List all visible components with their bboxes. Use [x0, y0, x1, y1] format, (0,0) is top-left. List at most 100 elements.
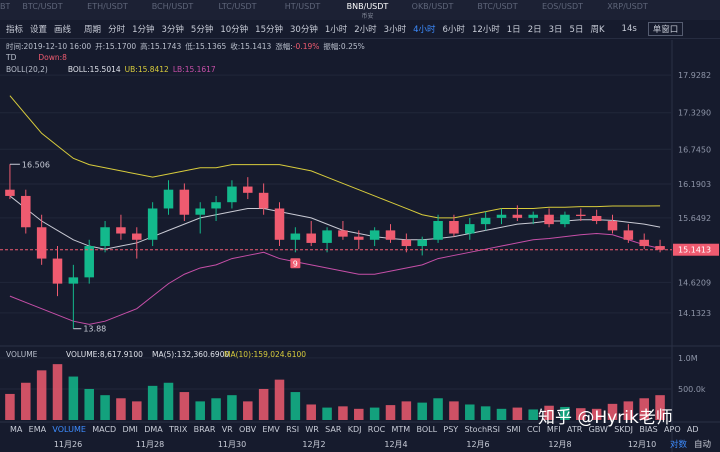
y-tick-label: 17.3290 [678, 109, 711, 118]
indicator-tab[interactable]: SKDJ [614, 425, 634, 434]
candle-body [607, 220, 618, 231]
pair-tab[interactable]: EOS/USDT [530, 0, 595, 20]
pair-tab[interactable]: HT/USDT [270, 0, 335, 20]
indicator-tab[interactable]: VR [221, 425, 233, 434]
candle-body [100, 227, 110, 247]
period-button[interactable]: 3分钟 [161, 25, 184, 35]
indicator-tab[interactable]: GBW [588, 425, 608, 434]
period-button[interactable]: 30分钟 [290, 25, 318, 35]
volume-bar [163, 382, 174, 420]
candle-body [449, 220, 459, 234]
indicator-tab[interactable]: ROC [367, 425, 386, 434]
boll-ub: UB:15.8412 [124, 65, 169, 74]
indicator-tab[interactable]: CCI [526, 425, 541, 434]
period-button[interactable]: 15分钟 [255, 25, 283, 35]
period-button[interactable]: 1日 [506, 25, 521, 35]
td-marker-label: 9 [293, 259, 298, 268]
indicator-tab[interactable]: WR [305, 425, 319, 434]
indicator-tab[interactable]: EMA [28, 425, 47, 434]
indicator-tab[interactable]: MTM [391, 425, 411, 434]
boll-line [9, 95, 661, 219]
pair-tab[interactable]: OKB/USDT [400, 0, 465, 20]
indicator-tab[interactable]: VOLUME [52, 425, 86, 434]
indicator-tab[interactable]: AD [686, 425, 699, 434]
window-select[interactable]: 单窗口 [647, 22, 684, 36]
volume-bar [465, 404, 475, 420]
pair-tab[interactable]: ETH/USDT [75, 0, 140, 20]
indicator-tab[interactable]: BRAR [193, 425, 216, 434]
indicator-tab[interactable]: EMV [262, 425, 280, 434]
settings-button[interactable]: 设置 [30, 25, 48, 35]
indicator-tab[interactable]: BIAS [639, 425, 658, 434]
indicator-tab[interactable]: SAR [325, 425, 342, 434]
x-tick-label: 11月26 [54, 440, 82, 449]
volume-bar [258, 388, 269, 420]
volume-bar [100, 395, 110, 420]
td-name: TD [6, 53, 17, 62]
pair-tab[interactable]: BCH/USDT [140, 0, 205, 20]
period-button[interactable]: 2日 [527, 25, 542, 35]
info-change: -0.19% [292, 42, 320, 51]
pair-tab[interactable]: LTC/USDT [205, 0, 270, 20]
volume-bar [338, 406, 348, 420]
info-low: 低:15.1365 [185, 42, 227, 51]
indicator-tab[interactable]: MACD [92, 425, 117, 434]
indicator-tab[interactable]: OBV [239, 425, 257, 434]
period-button[interactable]: 5分钟 [190, 25, 214, 35]
indicator-tab[interactable]: MFI [546, 425, 561, 434]
indicator-tab[interactable]: BOLL [416, 425, 438, 434]
period-button[interactable]: 10分钟 [220, 25, 249, 35]
candle-body [417, 239, 427, 247]
period-button[interactable]: 2小时 [354, 25, 377, 35]
y-tick-label: 17.9282 [678, 71, 711, 80]
period-button[interactable]: 4小时 [413, 25, 436, 35]
period-button[interactable]: 12小时 [471, 25, 500, 35]
pair-tab[interactable]: XRP/USDT [595, 0, 660, 20]
candle-body [306, 233, 316, 243]
period-button[interactable]: 1小时 [324, 25, 348, 35]
indicator-button[interactable]: 指标 [6, 25, 24, 35]
volume-bar [274, 379, 285, 420]
volume-bar [385, 405, 396, 420]
pair-sub: 币安 [361, 13, 374, 20]
indicator-tab[interactable]: KDJ [347, 425, 362, 434]
period-button[interactable]: 5日 [569, 25, 584, 35]
indicator-tab[interactable]: TRIX [169, 425, 188, 434]
indicator-tab[interactable]: DMA [144, 425, 163, 434]
period-button[interactable]: 分时 [108, 25, 126, 35]
volume-bar [84, 388, 94, 420]
draw-button[interactable]: 画线 [54, 25, 72, 35]
volume-bar [52, 364, 63, 420]
indicator-tab[interactable]: MA [10, 425, 23, 434]
indicator-tab[interactable]: APO [664, 425, 681, 434]
candle-body [36, 227, 47, 259]
volume-legend: MA(5):132,360.6900 [152, 350, 229, 359]
scale-mode: 对数 [670, 439, 688, 450]
period-button[interactable]: 3小时 [383, 25, 407, 35]
period-button[interactable]: 3日 [548, 25, 563, 35]
pair-tab[interactable]: BTC/USDT [10, 0, 75, 20]
pair-tab[interactable]: BTC/USDT [0, 0, 10, 20]
pair-name: BCH/USDT [151, 2, 194, 11]
period-button[interactable]: 6小时 [442, 25, 465, 35]
info-row: 时间:2019-12-10 16:00 开:15.1700 高:15.1743 低:1… [6, 41, 369, 52]
pair-name: LTC/USDT [218, 2, 257, 11]
pair-tab[interactable]: BNB/USDT 币安 [335, 0, 400, 20]
indicator-tab[interactable]: RSI [286, 425, 300, 434]
indicator-tab[interactable]: PSY [443, 425, 459, 434]
candle-body [623, 230, 634, 240]
candle-body [655, 246, 665, 250]
volume-bar [639, 398, 649, 420]
indicator-tab[interactable]: StochRSI [464, 425, 501, 434]
period-button[interactable]: 周K [590, 25, 605, 35]
pair-name: BTC/USDT [22, 2, 63, 11]
low-annotation: 13.88 [83, 325, 106, 334]
indicator-tab[interactable]: ATR [566, 425, 583, 434]
indicator-tab[interactable]: SMI [506, 425, 521, 434]
pair-tab[interactable]: BTC/USDT [465, 0, 530, 20]
volume-bar [21, 382, 31, 420]
volume-bar [449, 401, 459, 420]
period-button[interactable]: 1分钟 [132, 25, 155, 35]
period-label[interactable]: 周期 [84, 25, 102, 35]
indicator-tab[interactable]: DMI [122, 425, 138, 434]
